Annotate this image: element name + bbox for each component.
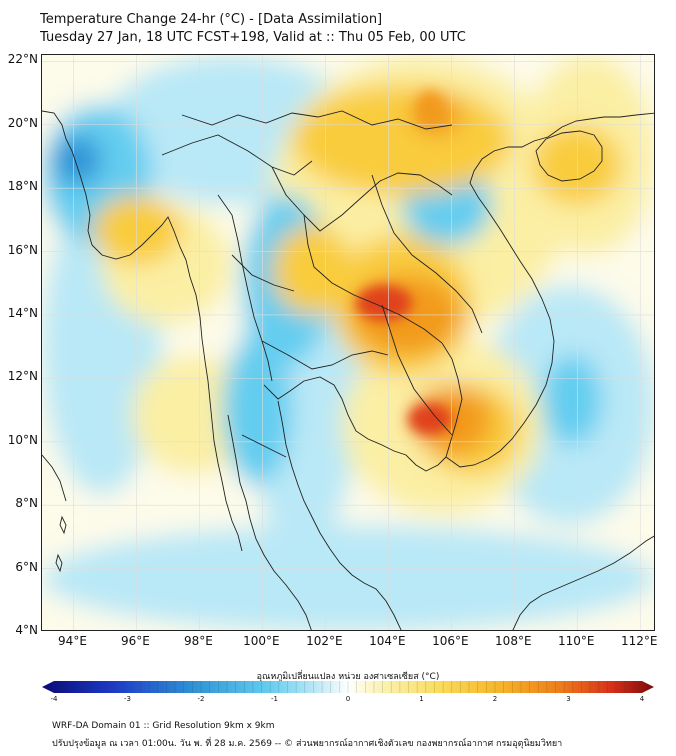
longitude-label: 96°E	[121, 634, 150, 648]
anomaly-blob-warm	[292, 85, 512, 195]
map-subtitle: Tuesday 27 Jan, 18 UTC FCST+198, Valid a…	[40, 30, 466, 45]
colorbar-tick-label: -3	[124, 695, 131, 703]
longitude-label: 98°E	[183, 634, 213, 648]
colorbar-tick-label: 2	[492, 695, 498, 703]
longitude-label: 112°E	[621, 634, 658, 648]
colorbar-tick-label: -4	[50, 695, 58, 703]
latitude-label: 10°N	[7, 432, 38, 447]
anomaly-blob-mild	[132, 355, 252, 475]
longitude-label: 94°E	[58, 634, 87, 648]
colorbar	[42, 681, 654, 693]
longitude-label: 110°E	[558, 634, 595, 648]
colorbar-tick-label: -1	[271, 695, 278, 703]
latitude-label: 12°N	[7, 369, 38, 384]
latitude-label: 22°N	[7, 52, 38, 67]
temperature-field	[42, 55, 654, 630]
anomaly-blob-strong-cold	[52, 135, 102, 185]
anomaly-blob-cold	[222, 335, 292, 485]
anomaly-blob-warm	[272, 225, 352, 315]
longitude-label: 108°E	[495, 634, 532, 648]
hotspot	[408, 403, 452, 435]
colorbar-tick-label: 4	[639, 695, 645, 703]
latitude-label: 18°N	[7, 179, 38, 194]
colorbar-title: อุณหภูมิเปลี่ยนแปลง หน่วย องศาเซลเซียส (…	[256, 672, 440, 682]
anomaly-blob-warm	[92, 195, 182, 265]
anomaly-blob-cool	[42, 525, 654, 630]
map-title: Temperature Change 24-hr (°C) - [Data As…	[40, 12, 383, 27]
coastlines-and-borders	[42, 110, 654, 630]
longitude-label: 106°E	[432, 634, 469, 648]
colorbar-tick-label: -2	[197, 695, 205, 703]
colorbar-tick-label: 0	[345, 695, 351, 703]
footer-model-info: WRF-DA Domain 01 :: Grid Resolution 9km …	[52, 721, 275, 731]
latitude-label: 14°N	[7, 305, 38, 320]
latitude-label: 4°N	[15, 623, 38, 637]
latitude-label: 16°N	[7, 242, 38, 257]
longitude-label: 104°E	[369, 634, 406, 648]
anomaly-blob-cold	[542, 355, 602, 445]
anomaly-blob-hot	[412, 385, 492, 455]
colorbar-tick-label: 1	[419, 695, 424, 703]
hotspot	[416, 91, 444, 127]
colorbar-tick-label: 3	[566, 695, 571, 703]
colorbar-gradient	[42, 681, 654, 693]
hotspot	[356, 285, 412, 321]
temperature-hotspots	[356, 91, 452, 435]
temperature-change-map[interactable]	[41, 54, 655, 631]
footer-credits: ปรับปรุงข้อมูล ณ เวลา 01:00น. วัน พ. ที่…	[52, 739, 563, 749]
colorbar-tickmarks	[53, 681, 634, 693]
longitude-label: 100°E	[243, 634, 280, 648]
latitude-label: 20°N	[7, 115, 38, 130]
latitude-label: 8°N	[15, 496, 38, 511]
latitude-label: 6°N	[15, 559, 38, 574]
longitude-label: 102°E	[306, 634, 343, 648]
map-canvas	[42, 55, 654, 630]
